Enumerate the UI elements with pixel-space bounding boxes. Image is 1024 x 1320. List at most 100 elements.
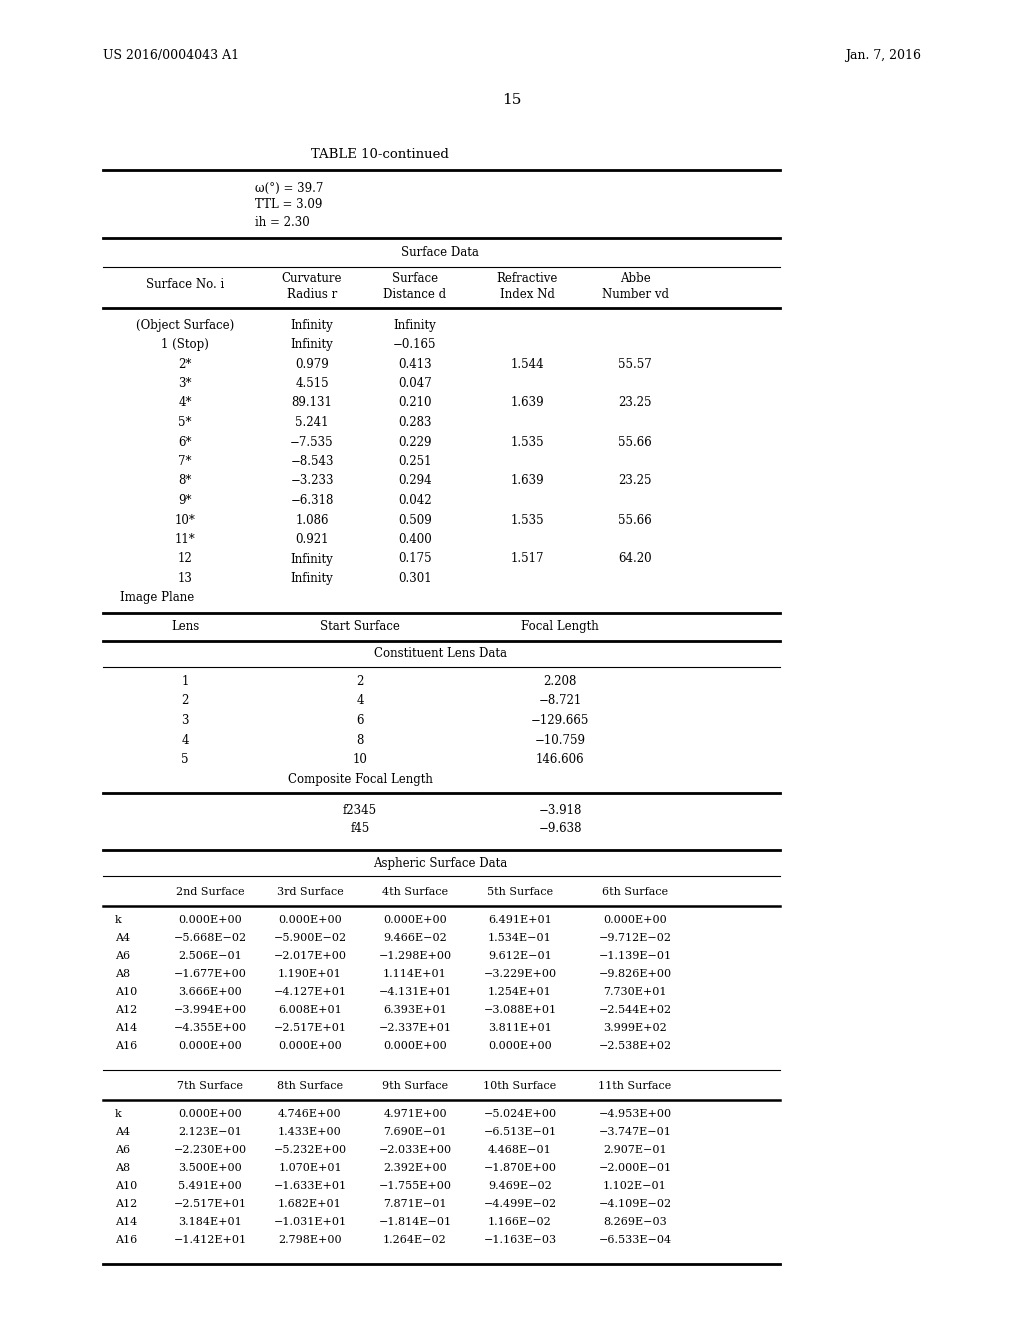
Text: 1.254E+01: 1.254E+01	[488, 987, 552, 997]
Text: −6.318: −6.318	[291, 494, 334, 507]
Text: ω(°) = 39.7: ω(°) = 39.7	[255, 181, 324, 194]
Text: 1.544: 1.544	[510, 358, 544, 371]
Text: 6.393E+01: 6.393E+01	[383, 1005, 446, 1015]
Text: k: k	[115, 915, 122, 925]
Text: −8.721: −8.721	[539, 694, 582, 708]
Text: 146.606: 146.606	[536, 752, 585, 766]
Text: 3.500E+00: 3.500E+00	[178, 1163, 242, 1173]
Text: Radius r: Radius r	[287, 288, 337, 301]
Text: Start Surface: Start Surface	[321, 620, 400, 634]
Text: 8*: 8*	[178, 474, 191, 487]
Text: 3rd Surface: 3rd Surface	[276, 887, 343, 898]
Text: 0.921: 0.921	[295, 533, 329, 546]
Text: 8: 8	[356, 734, 364, 747]
Text: 3.999E+02: 3.999E+02	[603, 1023, 667, 1034]
Text: −5.668E−02: −5.668E−02	[173, 933, 247, 942]
Text: 9.466E−02: 9.466E−02	[383, 933, 446, 942]
Text: 0.301: 0.301	[398, 572, 432, 585]
Text: A10: A10	[115, 1181, 137, 1191]
Text: 9*: 9*	[178, 494, 191, 507]
Text: −2.517E+01: −2.517E+01	[173, 1199, 247, 1209]
Text: 5th Surface: 5th Surface	[487, 887, 553, 898]
Text: 1.086: 1.086	[295, 513, 329, 527]
Text: 0.229: 0.229	[398, 436, 432, 449]
Text: 5.491E+00: 5.491E+00	[178, 1181, 242, 1191]
Text: A14: A14	[115, 1023, 137, 1034]
Text: 13: 13	[177, 572, 193, 585]
Text: 3: 3	[181, 714, 188, 727]
Text: f45: f45	[350, 821, 370, 834]
Text: 3.184E+01: 3.184E+01	[178, 1217, 242, 1228]
Text: 2.907E−01: 2.907E−01	[603, 1144, 667, 1155]
Text: −3.918: −3.918	[539, 804, 582, 817]
Text: 7*: 7*	[178, 455, 191, 469]
Text: −3.229E+00: −3.229E+00	[483, 969, 557, 979]
Text: Distance d: Distance d	[383, 288, 446, 301]
Text: −4.355E+00: −4.355E+00	[173, 1023, 247, 1034]
Text: A8: A8	[115, 1163, 130, 1173]
Text: 3*: 3*	[178, 378, 191, 389]
Text: Infinity: Infinity	[291, 572, 334, 585]
Text: 0.283: 0.283	[398, 416, 432, 429]
Text: A12: A12	[115, 1199, 137, 1209]
Text: ih = 2.30: ih = 2.30	[255, 215, 309, 228]
Text: −5.900E−02: −5.900E−02	[273, 933, 346, 942]
Text: −6.513E−01: −6.513E−01	[483, 1127, 557, 1137]
Text: 12: 12	[177, 553, 193, 565]
Text: f2345: f2345	[343, 804, 377, 817]
Text: 9.469E−02: 9.469E−02	[488, 1181, 552, 1191]
Text: −4.499E−02: −4.499E−02	[483, 1199, 557, 1209]
Text: Surface Data: Surface Data	[401, 247, 479, 260]
Text: 0.294: 0.294	[398, 474, 432, 487]
Text: 2nd Surface: 2nd Surface	[176, 887, 245, 898]
Text: A6: A6	[115, 1144, 130, 1155]
Text: 5: 5	[181, 752, 188, 766]
Text: 55.66: 55.66	[618, 436, 652, 449]
Text: 2: 2	[181, 694, 188, 708]
Text: 5*: 5*	[178, 416, 191, 429]
Text: −4.131E+01: −4.131E+01	[379, 987, 452, 997]
Text: 0.509: 0.509	[398, 513, 432, 527]
Text: 2.506E−01: 2.506E−01	[178, 950, 242, 961]
Text: 0.000E+00: 0.000E+00	[178, 1041, 242, 1051]
Text: 1.517: 1.517	[510, 553, 544, 565]
Text: −129.665: −129.665	[530, 714, 589, 727]
Text: 11th Surface: 11th Surface	[598, 1081, 672, 1092]
Text: Refractive: Refractive	[497, 272, 558, 285]
Text: Lens: Lens	[171, 620, 199, 634]
Text: 0.400: 0.400	[398, 533, 432, 546]
Text: −3.747E−01: −3.747E−01	[599, 1127, 672, 1137]
Text: US 2016/0004043 A1: US 2016/0004043 A1	[103, 49, 240, 62]
Text: 10*: 10*	[174, 513, 196, 527]
Text: Abbe: Abbe	[620, 272, 650, 285]
Text: 2.392E+00: 2.392E+00	[383, 1163, 446, 1173]
Text: 4: 4	[356, 694, 364, 708]
Text: −4.953E+00: −4.953E+00	[598, 1109, 672, 1119]
Text: 1 (Stop): 1 (Stop)	[161, 338, 209, 351]
Text: 5.241: 5.241	[295, 416, 329, 429]
Text: 4.515: 4.515	[295, 378, 329, 389]
Text: −1.031E+01: −1.031E+01	[273, 1217, 346, 1228]
Text: 4.971E+00: 4.971E+00	[383, 1109, 446, 1119]
Text: −1.298E+00: −1.298E+00	[379, 950, 452, 961]
Text: 1.102E−01: 1.102E−01	[603, 1181, 667, 1191]
Text: 4.468E−01: 4.468E−01	[488, 1144, 552, 1155]
Text: 0.413: 0.413	[398, 358, 432, 371]
Text: Surface No. i: Surface No. i	[145, 277, 224, 290]
Text: TTL = 3.09: TTL = 3.09	[255, 198, 323, 211]
Text: 55.66: 55.66	[618, 513, 652, 527]
Text: −1.870E+00: −1.870E+00	[483, 1163, 556, 1173]
Text: 4th Surface: 4th Surface	[382, 887, 449, 898]
Text: 1.639: 1.639	[510, 474, 544, 487]
Text: −2.230E+00: −2.230E+00	[173, 1144, 247, 1155]
Text: −2.337E+01: −2.337E+01	[379, 1023, 452, 1034]
Text: −2.017E+00: −2.017E+00	[273, 950, 346, 961]
Text: −4.127E+01: −4.127E+01	[273, 987, 346, 997]
Text: 2.208: 2.208	[544, 675, 577, 688]
Text: 2*: 2*	[178, 358, 191, 371]
Text: 2.123E−01: 2.123E−01	[178, 1127, 242, 1137]
Text: 6th Surface: 6th Surface	[602, 887, 668, 898]
Text: 7.690E−01: 7.690E−01	[383, 1127, 446, 1137]
Text: 6.008E+01: 6.008E+01	[279, 1005, 342, 1015]
Text: Jan. 7, 2016: Jan. 7, 2016	[845, 49, 921, 62]
